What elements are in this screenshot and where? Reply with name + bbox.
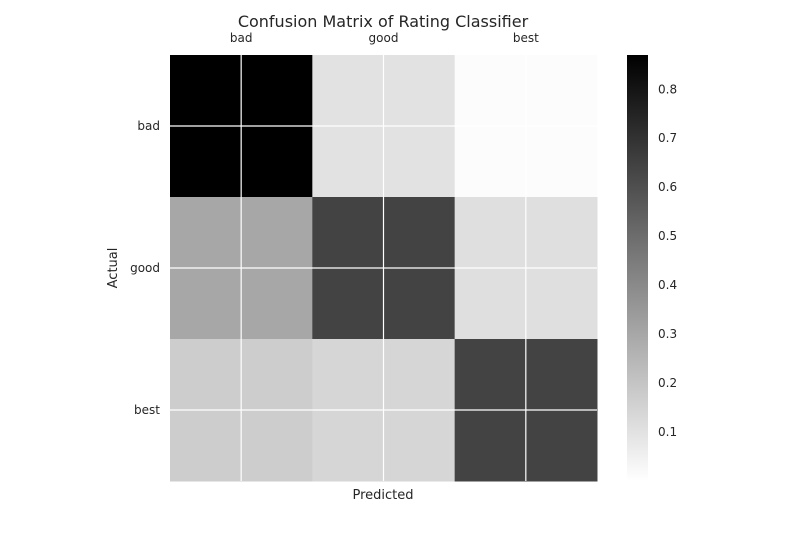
chart-title: Confusion Matrix of Rating Classifier [238, 12, 529, 31]
colorbar-tick-label: 0.4 [658, 278, 677, 292]
colorbar-tick-label: 0.6 [658, 180, 677, 194]
colorbar-tick-label: 0.8 [658, 82, 677, 96]
colorbar-tick-label: 0.5 [658, 229, 677, 243]
y-tick-label: best [134, 403, 160, 417]
x-tick-label: best [513, 31, 539, 45]
colorbar-tick-label: 0.7 [658, 131, 677, 145]
y-tick-labels: bad good best [130, 119, 160, 417]
colorbar-tick-label: 0.3 [658, 327, 677, 341]
grid-lines [170, 55, 597, 481]
colorbar-tick-label: 0.1 [658, 425, 677, 439]
colorbar-tick-label: 0.2 [658, 376, 677, 390]
x-tick-label: bad [230, 31, 253, 45]
y-tick-label: good [130, 261, 160, 275]
y-axis-label: Actual [106, 248, 121, 289]
x-tick-label: good [369, 31, 399, 45]
colorbar-ticks: 0.1 0.2 0.3 0.4 0.5 0.6 0.7 0.8 [658, 82, 677, 439]
x-axis-label: Predicted [352, 488, 413, 503]
colorbar: 0.1 0.2 0.3 0.4 0.5 0.6 0.7 0.8 [627, 55, 677, 481]
colorbar-gradient [627, 55, 648, 481]
y-tick-label: bad [137, 119, 160, 133]
x-tick-labels: bad good best [230, 31, 539, 45]
